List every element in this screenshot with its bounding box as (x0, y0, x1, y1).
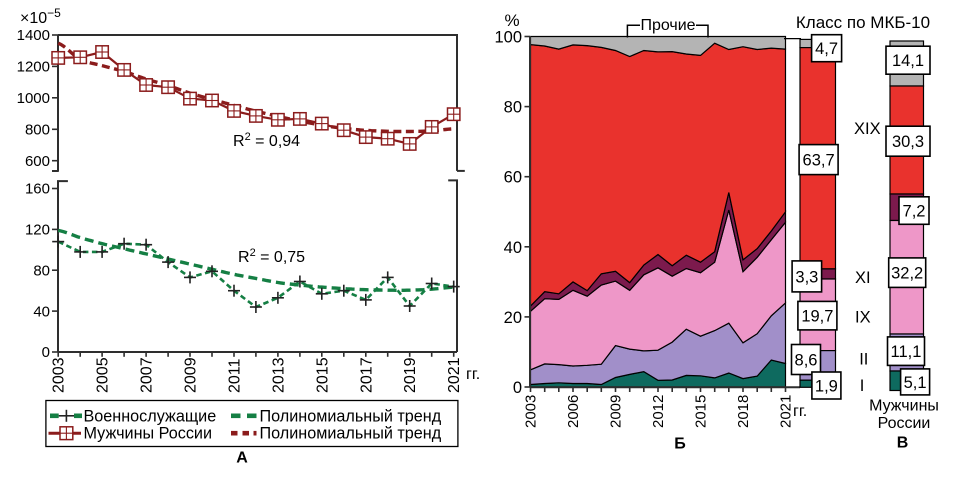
svg-text:Военнослужащие: Военнослужащие (84, 407, 217, 425)
svg-text:2017: 2017 (358, 357, 375, 393)
svg-text:600: 600 (25, 153, 50, 170)
svg-text:4,7: 4,7 (815, 40, 838, 58)
svg-text:1400: 1400 (17, 27, 50, 44)
svg-text:1,9: 1,9 (815, 378, 838, 396)
svg-text:14,1: 14,1 (892, 52, 924, 70)
svg-text:60: 60 (504, 169, 522, 187)
svg-text:32,2: 32,2 (891, 265, 923, 283)
svg-text:2013: 2013 (270, 357, 287, 393)
svg-text:19,7: 19,7 (801, 308, 833, 326)
svg-text:2003: 2003 (51, 357, 68, 393)
svg-text:2019: 2019 (402, 357, 419, 393)
svg-text:800: 800 (25, 122, 50, 139)
svg-text:5,1: 5,1 (904, 374, 927, 392)
svg-text:гг.: гг. (793, 403, 807, 420)
svg-text:IX: IX (855, 309, 871, 327)
svg-text:2003: 2003 (523, 395, 540, 428)
svg-text:2021: 2021 (446, 357, 463, 393)
svg-text:I: I (860, 377, 865, 395)
svg-text:2007: 2007 (139, 357, 156, 393)
svg-text:2015: 2015 (693, 395, 710, 428)
svg-text:R2 = 0,75: R2 = 0,75 (238, 247, 305, 266)
svg-text:R2 = 0,94: R2 = 0,94 (233, 131, 300, 150)
svg-text:гг.: гг. (466, 366, 480, 383)
svg-text:Мужчины России: Мужчины России (84, 425, 213, 443)
svg-text:160: 160 (25, 181, 50, 198)
svg-text:100: 100 (494, 29, 522, 47)
svg-text:120: 120 (25, 222, 50, 239)
svg-text:40: 40 (504, 239, 522, 257)
svg-text:Прочие: Прочие (640, 17, 695, 34)
svg-text:40: 40 (33, 303, 50, 320)
svg-text:7,2: 7,2 (903, 203, 926, 221)
svg-text:1200: 1200 (17, 59, 50, 76)
svg-text:80: 80 (33, 262, 50, 279)
svg-text:1000: 1000 (17, 90, 50, 107)
svg-text:8,6: 8,6 (795, 352, 818, 370)
svg-text:2006: 2006 (565, 395, 582, 428)
svg-text:Полиномиальный тренд: Полиномиальный тренд (260, 425, 442, 443)
svg-text:2018: 2018 (735, 395, 752, 428)
svg-text:%: % (505, 11, 520, 30)
svg-text:XI: XI (855, 269, 871, 287)
svg-text:Б: Б (674, 436, 686, 453)
svg-text:Полиномиальный тренд: Полиномиальный тренд (260, 407, 442, 425)
svg-text:Класс по МКБ-10: Класс по МКБ-10 (796, 13, 930, 32)
svg-text:11,1: 11,1 (891, 343, 922, 361)
svg-text:2009: 2009 (183, 357, 200, 393)
svg-text:В: В (897, 435, 909, 452)
svg-text:30,3: 30,3 (892, 133, 924, 151)
svg-text:0: 0 (42, 344, 50, 361)
svg-text:А: А (236, 450, 248, 467)
svg-text:80: 80 (504, 99, 522, 117)
svg-text:II: II (859, 351, 868, 369)
svg-text:XIX: XIX (854, 120, 881, 138)
svg-text:3,3: 3,3 (795, 268, 818, 286)
svg-text:20: 20 (504, 309, 522, 327)
svg-text:России: России (878, 415, 931, 432)
svg-text:0: 0 (513, 379, 522, 397)
svg-text:2009: 2009 (608, 395, 625, 428)
svg-text:63,7: 63,7 (803, 152, 835, 170)
svg-text:2005: 2005 (95, 357, 112, 393)
svg-text:2021: 2021 (778, 395, 795, 428)
svg-text:2015: 2015 (314, 357, 331, 393)
svg-text:2011: 2011 (227, 358, 244, 393)
svg-text:Мужчины: Мужчины (869, 398, 939, 415)
svg-text:2012: 2012 (650, 395, 667, 428)
